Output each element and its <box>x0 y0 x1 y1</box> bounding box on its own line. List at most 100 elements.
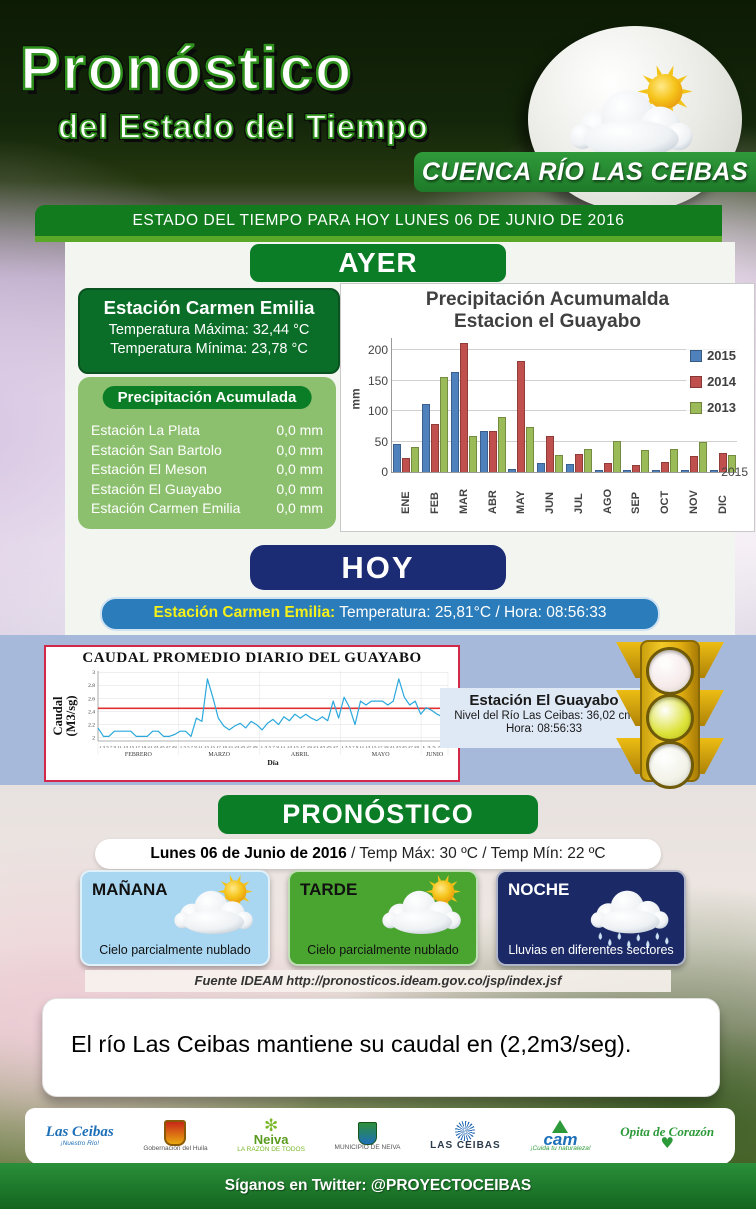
river-message-box: El río Las Ceibas mantiene su caudal en … <box>42 998 720 1097</box>
line-chart-y-axis-label: Caudal (M3/sg) <box>51 671 78 761</box>
traffic-bottom-light <box>646 741 694 789</box>
bar-2013-MAR <box>468 436 477 472</box>
opita-de-corazon-logo: Opita de Corazón ♥ <box>620 1123 715 1151</box>
forecast-description: Cielo parcialmente nublado <box>307 943 459 957</box>
section-badge-pronostico: PRONÓSTICO <box>218 795 538 834</box>
forecast-description: Lluvias en diferentes sectores <box>508 943 674 957</box>
precipitation-bar-chart: Precipitación Acumumalda Estacion el Gua… <box>340 283 755 532</box>
legend-label: 2015 <box>707 348 736 363</box>
legend-item-2013: 2013 <box>690 400 736 415</box>
logo-caption: ¡Nuestro Río! <box>60 1139 100 1147</box>
logo-text: Las Ceibas <box>45 1124 114 1141</box>
page-title: Pronóstico <box>19 34 354 104</box>
line-chart-day-ticks: 1 3 5 7 9 11 13 15 17 19 21 23 25 27 29 <box>180 745 258 749</box>
line-chart-month-label: JUNIO <box>426 752 444 758</box>
legend-swatch <box>690 349 703 362</box>
precip-row: Estación San Bartolo 0,0 mm <box>91 441 323 461</box>
temp-max-line: Temperatura Máxima: 32,44 °C <box>108 322 310 338</box>
bar-2014-FEB <box>431 423 440 472</box>
line-chart-title: CAUDAL PROMEDIO DIARIO DEL GUAYABO <box>82 650 422 666</box>
precip-value: 0,0 mm <box>276 441 323 458</box>
bar-chart-y-tick: 50 <box>374 434 388 449</box>
bar-chart-month-group: ENE <box>392 338 421 514</box>
line-chart-month-label: FEBRERO <box>125 752 153 758</box>
precip-value: 0,0 mm <box>276 480 323 497</box>
bar-chart-y-tick: 200 <box>367 343 388 358</box>
bar-2015-ENE <box>393 443 402 472</box>
bar-chart-month-group: NOV <box>680 338 709 514</box>
status-bar: ESTADO DEL TIEMPO PARA HOY LUNES 06 DE J… <box>35 205 722 242</box>
precip-rows: Estación La Plata 0,0 mm Estación San Bart… <box>91 421 323 519</box>
municipio-de-neiva-logo: MUNICIPIO DE NEIVA <box>335 1121 401 1152</box>
bar-chart-x-tick: MAY <box>515 490 528 514</box>
bar-2014-ABR <box>488 431 497 472</box>
cam-tree-icon <box>552 1120 569 1134</box>
precip-row: Estación El Guayabo 0,0 mm <box>91 480 323 500</box>
bar-2014-MAR <box>459 343 468 472</box>
legend-item-2014: 2014 <box>690 374 736 389</box>
cam-logo: cam ¡Cuida tu naturaleza! <box>530 1120 591 1153</box>
precip-value: 0,0 mm <box>276 500 323 516</box>
bar-chart-month-group: FEB <box>421 338 450 514</box>
bar-chart-month-group: JUL <box>565 338 594 514</box>
bar-chart-plot-area: 0 50 100 150 200 ENE FEB MAR ABR MAY JUN JUL AGO SEP O… <box>368 338 737 514</box>
bar-chart-x-tick: DIC <box>716 495 729 514</box>
bar-2013-AGO <box>612 440 621 472</box>
bar-chart-title-line2: Estacion el Guayabo <box>454 311 641 332</box>
bar-2015-MAR <box>450 372 459 472</box>
precip-row: Estación La Plata 0,0 mm <box>91 421 323 441</box>
bar-chart-month-group: AGO <box>593 338 622 514</box>
line-chart-y-tick: 3 <box>92 670 95 676</box>
precip-acumulada-box: Precipitación Acumulada Estación La Plat… <box>78 377 336 529</box>
region-banner: CUENCA RÍO LAS CEIBAS <box>414 152 756 192</box>
huila-crest-icon <box>164 1120 187 1147</box>
bar-2015-AGO <box>594 470 603 472</box>
bar-chart-gridline <box>392 349 737 351</box>
legend-label: 2014 <box>707 374 736 389</box>
bar-2013-NOV <box>698 442 707 472</box>
traffic-top-light <box>646 647 694 695</box>
precip-station-name: Estación El Meson <box>91 461 207 477</box>
guayabo-hour: Hora: 08:56:33 <box>505 723 583 735</box>
precip-station-name: Estación Carmen Emilia <box>91 500 241 516</box>
precip-row: Estación Carmen Emilia 0,0 mm <box>91 499 323 519</box>
bar-2013-FEB <box>440 376 449 472</box>
precip-value: 0,0 mm <box>276 422 323 438</box>
line-chart-plot-area: 2 2.2 2.4 2.6 2.8 3 1 3 5 7 9 11 13 15 17 19 2… <box>88 670 449 767</box>
legend-item-2015: 2015 <box>690 348 736 363</box>
bar-chart-x-tick: OCT <box>659 490 672 514</box>
forecast-card-mañana: MAÑANA Cielo parcialmente nublado <box>80 870 270 966</box>
bar-chart-y-tick: 100 <box>367 404 388 419</box>
pronostico-summary-pill: Lunes 06 de Junio de 2016 / Temp Máx: 30… <box>95 839 661 869</box>
bar-chart-month-group: OCT <box>651 338 680 514</box>
pronostico-temps: / Temp Máx: 30 ºC / Temp Mín: 22 ºC <box>346 845 606 862</box>
sun-cloud-icon <box>168 874 264 943</box>
bar-chart-x-tick: JUN <box>544 491 557 514</box>
forecast-card-noche: NOCHE Lluvias en diferentes sectores <box>496 870 686 966</box>
bar-2014-JUL <box>574 453 583 472</box>
bar-2015-JUL <box>565 463 574 472</box>
logo-text: Opita de Corazón <box>620 1123 715 1139</box>
bar-2015-OCT <box>652 470 661 472</box>
bar-2013-ABR <box>497 417 506 472</box>
line-chart-day-ticks: 1 3 5 7 9 11 13 15 17 19 21 23 25 27 <box>261 745 339 749</box>
bar-2015-FEB <box>422 404 431 472</box>
neiva-logo: ✻ Neiva LA RAZÓN DE TODOS <box>237 1117 305 1153</box>
neiva-shield-icon <box>358 1121 378 1145</box>
precip-station-name: Estación La Plata <box>91 422 200 438</box>
bar-2014-JUN <box>546 436 555 472</box>
bar-chart-x-tick: ABR <box>486 490 499 514</box>
twitter-banner: Síganos en Twitter: @PROYECTOCEIBAS <box>0 1163 756 1209</box>
sun-cloud-icon <box>376 874 472 943</box>
bar-chart-month-group: MAY <box>507 338 536 514</box>
guayabo-river-level: Nivel del Río Las Ceibas: 36,02 cm <box>454 710 634 722</box>
line-chart-day-ticks: 1 3 5 7 9 11 13 15 17 19 21 23 25 27 29 <box>99 745 177 749</box>
bar-chart-gridline <box>392 379 737 381</box>
precip-row: Estación El Meson 0,0 mm <box>91 460 323 480</box>
bar-chart-x-tick: SEP <box>630 491 643 514</box>
bar-2014-AGO <box>603 463 612 472</box>
bar-2015-NOV <box>680 470 689 472</box>
precip-station-name: Estación San Bartolo <box>91 441 222 458</box>
bar-chart-x-tick: AGO <box>601 488 614 514</box>
bar-2015-DIC <box>709 470 718 472</box>
